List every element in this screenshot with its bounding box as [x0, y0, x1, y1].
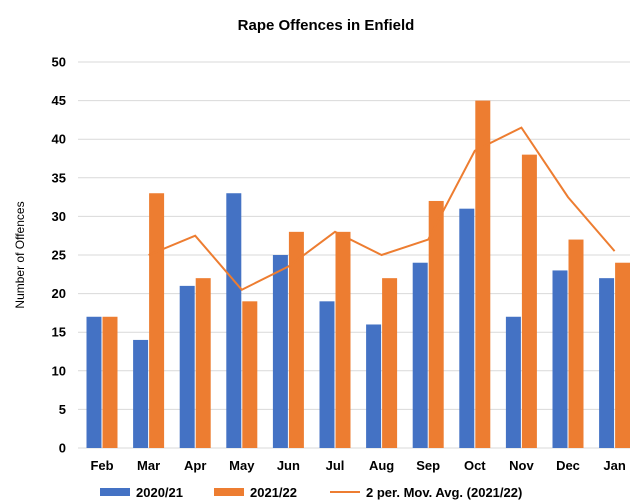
moving-average-series: [148, 126, 616, 291]
x-tick-label-sep: Sep: [416, 458, 440, 473]
y-tick-label: 25: [52, 248, 66, 263]
bar-2020-21-sep: [412, 262, 428, 448]
y-axis-ticks: 0 5 10 15 20 25 30 35 40 45 50: [52, 55, 66, 456]
bar-2020-21-jan: [599, 278, 615, 448]
bar-2021-22-dec: [568, 239, 584, 448]
bar-2021-22-apr: [195, 278, 211, 448]
y-tick-label: 0: [59, 441, 66, 456]
x-axis-ticks: Feb Mar Apr May Jun Jul Aug Sep Oct Nov Dec Jan: [90, 458, 625, 473]
x-tick-label-dec: Dec: [556, 458, 580, 473]
bar-2020-21-mar: [133, 339, 149, 448]
y-tick-label: 45: [52, 93, 66, 108]
y-tick-label: 15: [52, 325, 66, 340]
chart-title: Rape Offences in Enfield: [238, 17, 415, 34]
y-tick-label: 40: [52, 132, 66, 147]
legend-label: 2021/22: [250, 485, 297, 500]
bar-2021-22-may: [242, 301, 258, 448]
bar-2020-21-apr: [179, 285, 195, 448]
legend-swatch: [214, 488, 244, 496]
y-tick-label: 10: [52, 363, 66, 378]
x-tick-label-jan: Jan: [603, 458, 625, 473]
bar-2020-21-may: [226, 193, 242, 448]
x-tick-label-feb: Feb: [90, 458, 113, 473]
bar-2020-21-oct: [459, 208, 475, 448]
bar-2021-22-oct: [475, 100, 491, 448]
y-tick-label: 30: [52, 209, 66, 224]
bar-2020-21-feb: [86, 316, 102, 448]
bar-2021-22-nov: [521, 154, 537, 448]
x-tick-label-apr: Apr: [184, 458, 206, 473]
bar-2021-22-feb: [102, 316, 118, 448]
y-tick-label: 5: [59, 402, 66, 417]
x-tick-label-nov: Nov: [509, 458, 534, 473]
x-tick-label-mar: Mar: [137, 458, 160, 473]
bars: [86, 100, 630, 448]
x-tick-label-jun: Jun: [277, 458, 300, 473]
x-tick-label-may: May: [229, 458, 255, 473]
x-tick-label-oct: Oct: [464, 458, 486, 473]
bar-2020-21-aug: [366, 324, 382, 448]
bar-2020-21-jul: [319, 301, 335, 448]
bar-2020-21-dec: [552, 270, 568, 448]
y-axis-label: Number of Offences: [13, 201, 27, 308]
bar-2021-22-jul: [335, 231, 351, 448]
x-tick-label-aug: Aug: [369, 458, 394, 473]
bar-2020-21-jun: [272, 255, 288, 448]
y-tick-label: 20: [52, 286, 66, 301]
moving-average-line: [148, 126, 616, 291]
legend-swatch: [100, 488, 130, 496]
bar-2021-22-aug: [382, 278, 398, 448]
legend-label: 2 per. Mov. Avg. (2021/22): [366, 485, 522, 500]
bar-2021-22-jan: [615, 262, 630, 448]
legend: 2020/21 2021/22 2 per. Mov. Avg. (2021/22): [100, 485, 522, 500]
x-tick-label-jul: Jul: [326, 458, 345, 473]
bar-2021-22-mar: [149, 193, 165, 448]
legend-label: 2020/21: [136, 485, 183, 500]
bar-2020-21-nov: [505, 316, 521, 448]
y-tick-label: 50: [52, 55, 66, 70]
bar-2021-22-sep: [428, 200, 444, 448]
gridlines: [78, 61, 630, 449]
y-tick-label: 35: [52, 170, 66, 185]
bar-2021-22-jun: [288, 231, 304, 448]
